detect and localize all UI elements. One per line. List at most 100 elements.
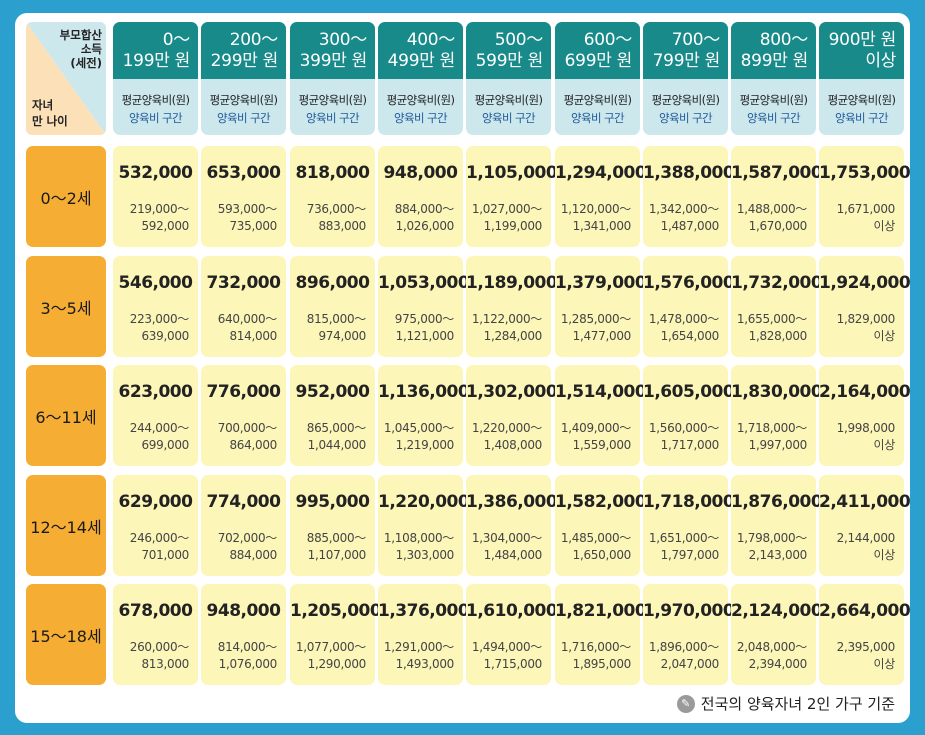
column-subheader: 평균양육비(원) 양육비 구간 [555,79,640,127]
cost-range-to: 이상 [873,548,896,562]
cost-range-from: 1,671,000 [836,202,896,216]
cost-range: 219,000～ 592,000 [130,201,190,235]
cost-range: 640,000～ 814,000 [218,311,278,345]
income-range-line2: 이상 [865,51,896,71]
average-cost: 1,376,000 [378,601,470,621]
average-cost: 1,582,000 [555,492,647,512]
cost-range-from: 1,027,000～ [471,202,542,216]
cost-range: 1,671,000 이상 [836,201,896,235]
table-cell: 1,302,000 1,220,000～ 1,408,000 [466,365,558,466]
income-range-line1: 600～ [583,30,633,50]
corner-diagonal [26,22,106,135]
cost-range: 1,122,000～ 1,284,000 [472,311,542,345]
cost-range-from: 1,488,000～ [736,202,807,216]
average-cost: 1,205,000 [290,601,382,621]
cost-range-to: 883,000 [318,219,366,233]
avg-cost-label: 평균양육비(원) [474,93,543,107]
average-cost: 1,605,000 [643,382,735,402]
avg-cost-label: 평균양육비(원) [563,93,632,107]
cost-range-from: 1,651,000～ [648,531,719,545]
cost-range: 1,998,000 이상 [837,420,896,454]
column-header: 500～ 599만 원 평균양육비(원) 양육비 구간 [466,22,551,135]
cost-range: 1,798,000～ 2,143,000 [737,530,807,564]
cost-range-to: 1,303,000 [395,548,455,562]
cost-range: 1,108,000～ 1,303,000 [384,530,454,564]
average-cost: 1,379,000 [555,273,647,293]
cost-range-from: 1,285,000～ [560,312,631,326]
cost-range: 865,000～ 1,044,000 [307,420,367,454]
range-label: 양육비 구간 [394,111,448,125]
income-range-line1: 500～ [494,30,544,50]
cost-range-to: 814,000 [229,329,277,343]
cost-range: 223,000～ 639,000 [130,311,190,345]
cost-range-from: 885,000～ [306,531,367,545]
average-cost: 532,000 [118,163,193,183]
average-cost: 952,000 [295,382,370,402]
cost-range-to: 639,000 [141,329,189,343]
cost-range-to: 1,121,000 [395,329,455,343]
income-range: 500～ 599만 원 [466,22,551,79]
column-subheader: 평균양육비(원) 양육비 구간 [643,79,728,127]
corner-age-label: 자녀 만 나이 [32,98,68,128]
column-subheader: 평균양육비(원) 양육비 구간 [731,79,816,127]
table-cell: 1,587,000 1,488,000～ 1,670,000 [731,146,823,247]
average-cost: 1,821,000 [555,601,647,621]
cost-range-to: 1,484,000 [483,548,543,562]
table-cell: 948,000 814,000～ 1,076,000 [201,584,286,685]
cost-range-to: 2,047,000 [660,657,720,671]
column-header: 400～ 499만 원 평균양육비(원) 양육비 구간 [378,22,463,135]
average-cost: 948,000 [206,601,281,621]
cost-range-to: 884,000 [229,548,277,562]
cost-range-to: 1,199,000 [483,219,543,233]
average-cost: 1,294,000 [555,163,647,183]
cost-range-to: 2,394,000 [748,657,808,671]
range-label: 양육비 구간 [306,111,360,125]
average-cost: 1,753,000 [819,163,911,183]
footnote-text: 전국의 양육자녀 2인 가구 기준 [700,695,895,713]
average-cost: 546,000 [118,273,193,293]
cost-range: 1,718,000～ 1,997,000 [737,420,807,454]
average-cost: 2,164,000 [819,382,911,402]
cost-range: 815,000～ 974,000 [307,311,367,345]
cost-range: 1,409,000～ 1,559,000 [561,420,631,454]
range-label: 양육비 구간 [747,111,801,125]
table-cell: 1,294,000 1,120,000～ 1,341,000 [555,146,647,247]
cost-range-to: 1,341,000 [572,219,632,233]
average-cost: 623,000 [118,382,193,402]
cost-range-from: 1,077,000～ [295,640,366,654]
avg-cost-label: 평균양육비(원) [121,93,190,107]
income-range: 400～ 499만 원 [378,22,463,79]
table-cell: 2,124,000 2,048,000～ 2,394,000 [731,584,823,685]
cost-range: 1,342,000～ 1,487,000 [649,201,719,235]
cost-range-to: 1,717,000 [660,438,720,452]
average-cost: 2,664,000 [819,601,911,621]
table-cell: 629,000 246,000～ 701,000 [113,475,198,576]
cost-range-from: 1,220,000～ [471,421,542,435]
cost-range-from: 700,000～ [217,421,278,435]
table-cell: 1,582,000 1,485,000～ 1,650,000 [555,475,647,576]
column-header: 0～ 199만 원 평균양육비(원) 양육비 구간 [113,22,198,135]
table-cell: 995,000 885,000～ 1,107,000 [290,475,375,576]
cost-range-from: 2,395,000 [836,640,896,654]
cost-range: 1,485,000～ 1,650,000 [561,530,631,564]
average-cost: 629,000 [118,492,193,512]
cost-range-from: 1,560,000～ [648,421,719,435]
average-cost: 995,000 [295,492,370,512]
table-cell: 818,000 736,000～ 883,000 [290,146,375,247]
average-cost: 1,105,000 [466,163,558,183]
table-cell: 948,000 884,000～ 1,026,000 [378,146,463,247]
table-cell: 1,970,000 1,896,000～ 2,047,000 [643,584,735,685]
cost-range-to: 이상 [873,219,896,233]
cost-range-from: 1,829,000 [836,312,896,326]
table-cell: 1,189,000 1,122,000～ 1,284,000 [466,256,558,357]
column-header: 800～ 899만 원 평균양육비(원) 양육비 구간 [731,22,816,135]
age-group-label: 6～11세 [26,365,106,466]
cost-range-from: 593,000～ [217,202,278,216]
cost-range-to: 2,143,000 [748,548,808,562]
cost-range: 1,560,000～ 1,717,000 [649,420,719,454]
cost-range-from: 246,000～ [129,531,190,545]
cost-range-from: 1,304,000～ [471,531,542,545]
income-range-line2: 399만 원 [299,51,368,71]
cost-range-from: 1,798,000～ [736,531,807,545]
average-cost: 1,386,000 [466,492,558,512]
